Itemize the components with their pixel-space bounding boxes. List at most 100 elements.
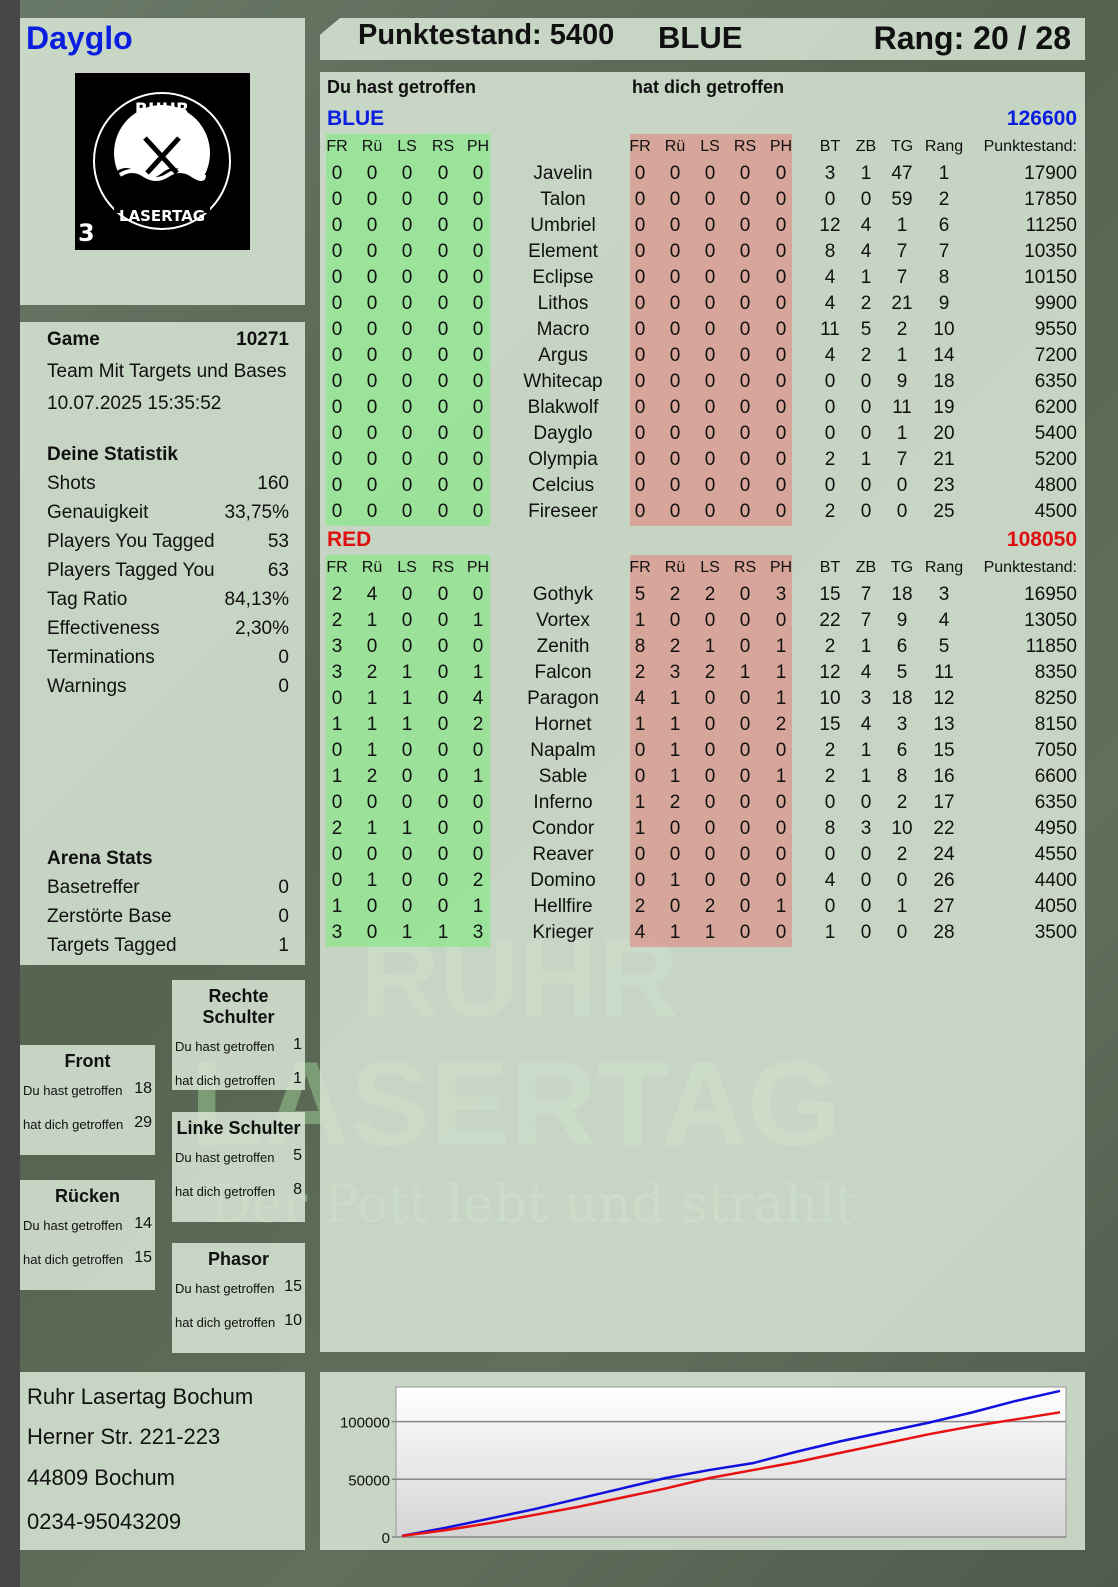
player-row[interactable]: 2 1 1 0 0 0 0 0 1 0 Vortex 22 7 9 4 13050: [320, 610, 1085, 636]
stat-row: Players You Tagged 53: [47, 531, 289, 553]
player-row[interactable]: 0 0 0 0 0 0 0 0 0 0 Macro 11 5 2 10 9550: [320, 319, 1085, 345]
player-rang: 1: [938, 163, 950, 184]
hit-you-Rü: 0: [669, 501, 681, 522]
column-header: PH: [769, 559, 793, 576]
player-rang: 2: [938, 189, 950, 210]
player-row[interactable]: 0 0 0 0 0 0 0 0 0 0 Olympia 2 1 7 21 5200: [320, 449, 1085, 475]
player-name: Vortex: [536, 610, 590, 631]
hit-you-FR: 0: [634, 844, 646, 865]
player-bt: 2: [824, 740, 836, 761]
hit-you-RS: 1: [739, 662, 751, 683]
svg-text:RUHR: RUHR: [135, 100, 189, 120]
player-rang: 3: [938, 584, 950, 605]
player-rang: 14: [933, 345, 955, 366]
player-score: 6350: [1034, 792, 1077, 813]
hit-you-LS: 0: [704, 792, 716, 813]
column-header: FR: [629, 559, 651, 576]
player-row[interactable]: 1 1 1 1 1 0 0 0 2 2 Hornet 15 4 3 13 8150: [320, 714, 1085, 740]
player-row[interactable]: 0 0 1 1 0 0 0 0 0 0 Napalm 2 1 6 15 7050: [320, 740, 1085, 766]
zone-value: 29: [134, 1114, 152, 1131]
hit-you-FR: 0: [634, 241, 646, 262]
you-hit-RS: 0: [437, 267, 449, 288]
player-row[interactable]: 0 1 0 2 0 0 0 0 0 0 Inferno 0 0 2 17 6350: [320, 792, 1085, 818]
hit-you-Rü: 1: [669, 714, 681, 735]
player-row[interactable]: 3 2 2 3 1 2 0 1 1 1 Falcon 12 4 5 11 8350: [320, 662, 1085, 688]
you-hit-FR: 0: [331, 740, 343, 761]
player-row[interactable]: 0 0 0 0 0 0 0 0 0 0 Argus 4 2 1 14 7200: [320, 345, 1085, 371]
zone-you-hit: Du hast getroffen 5: [172, 1147, 305, 1165]
player-tg: 10: [891, 818, 913, 839]
hit-you-PH: 0: [775, 870, 787, 891]
you-hit-Rü: 1: [366, 610, 378, 631]
player-row[interactable]: 0 0 0 0 0 0 0 0 0 0 Element 8 4 7 7 10350: [320, 241, 1085, 267]
arena-title: Arena Stats: [47, 848, 153, 869]
player-row[interactable]: 0 0 0 0 0 0 0 0 0 0 Dayglo 0 0 1 20 5400: [320, 423, 1085, 449]
player-tg: 18: [891, 584, 913, 605]
player-row[interactable]: 0 0 0 0 0 0 0 0 0 0 Eclipse 4 1 7 8 10150: [320, 267, 1085, 293]
stat-value: 0: [278, 676, 289, 697]
player-row[interactable]: 1 2 0 0 0 2 0 0 1 1 Hellfire 0 0 1 27 4050: [320, 896, 1085, 922]
you-hit-LS: 1: [401, 688, 413, 709]
zone-hit-you: hat dich getroffen 15: [20, 1249, 155, 1267]
hit-you-PH: 0: [775, 610, 787, 631]
hit-you-PH: 0: [775, 475, 787, 496]
player-row[interactable]: 0 0 0 0 0 0 0 0 0 0 Whitecap 0 0 9 18 6350: [320, 371, 1085, 397]
you-hit-FR: 3: [331, 922, 343, 943]
player-row[interactable]: 0 4 1 1 1 0 0 0 4 1 Paragon 10 3 18 12 8250: [320, 688, 1085, 714]
player-score: 8250: [1034, 688, 1077, 709]
hit-you-Rü: 1: [669, 766, 681, 787]
player-bt: 3: [824, 163, 836, 184]
player-name: Gothyk: [532, 584, 594, 605]
player-bt: 10: [819, 688, 841, 709]
player-row[interactable]: 0 0 0 0 0 0 0 0 0 0 Blakwolf 0 0 11 19 6200: [320, 397, 1085, 423]
zone-label: hat dich getroffen: [175, 1315, 276, 1330]
player-tg: 3: [896, 714, 908, 735]
player-tg: 2: [896, 792, 908, 813]
hit-you-RS: 0: [739, 371, 751, 392]
player-row[interactable]: 0 0 0 0 0 0 0 0 0 0 Lithos 4 2 21 9 9900: [320, 293, 1085, 319]
player-tg: 5: [896, 662, 908, 683]
player-bt: 8: [824, 241, 836, 262]
player-row[interactable]: 2 1 1 0 1 0 0 0 0 0 Condor 8 3 10 22 4950: [320, 818, 1085, 844]
hit-you-PH: 0: [775, 215, 787, 236]
player-row[interactable]: 0 0 0 0 0 0 0 0 0 0 Javelin 3 1 47 1 17900: [320, 163, 1085, 189]
you-hit-RS: 0: [437, 766, 449, 787]
hit-you-FR: 0: [634, 163, 646, 184]
column-header: RS: [431, 138, 455, 155]
player-tg: 7: [896, 449, 908, 470]
hit-you-PH: 0: [775, 449, 787, 470]
stat-value: 33,75%: [224, 502, 289, 523]
player-row[interactable]: 3 4 0 1 1 1 1 0 3 0 Krieger 1 0 0 28 3500: [320, 922, 1085, 948]
player-row[interactable]: 0 0 0 0 0 0 0 0 0 0 Talon 0 0 59 2 17850: [320, 189, 1085, 215]
zone-label: Du hast getroffen: [23, 1083, 123, 1098]
player-tg: 7: [896, 241, 908, 262]
player-row[interactable]: 3 8 0 2 0 1 0 0 0 1 Zenith 2 1 6 5 11850: [320, 636, 1085, 662]
column-header: PH: [466, 559, 490, 576]
player-row[interactable]: 1 0 2 1 0 0 0 0 1 1 Sable 2 1 8 16 6600: [320, 766, 1085, 792]
you-hit-FR: 0: [331, 293, 343, 314]
player-row[interactable]: 2 5 4 2 0 2 0 0 0 3 Gothyk 15 7 18 3 16950: [320, 584, 1085, 610]
hit-you-LS: 0: [704, 319, 716, 340]
hit-you-PH: 0: [775, 792, 787, 813]
player-row[interactable]: 0 0 0 0 0 0 0 0 0 0 Reaver 0 0 2 24 4550: [320, 844, 1085, 870]
player-bt: 2: [824, 449, 836, 470]
player-zb: 1: [860, 636, 872, 657]
player-row[interactable]: 0 0 0 0 0 0 0 0 0 0 Celcius 0 0 0 23 4800: [320, 475, 1085, 501]
you-hit-LS: 0: [401, 475, 413, 496]
player-rang: 9: [938, 293, 950, 314]
stat-value: 63: [267, 560, 289, 581]
hit-you-Rü: 0: [669, 449, 681, 470]
column-header: PH: [466, 138, 490, 155]
zone-label: hat dich getroffen: [175, 1073, 276, 1088]
player-row[interactable]: 0 0 1 1 0 0 0 0 2 0 Domino 4 0 0 26 4400: [320, 870, 1085, 896]
player-bt: 4: [824, 267, 836, 288]
you-hit-Rü: 0: [366, 449, 378, 470]
player-row[interactable]: 0 0 0 0 0 0 0 0 0 0 Fireseer 2 0 0 25 4500: [320, 501, 1085, 527]
player-row[interactable]: 0 0 0 0 0 0 0 0 0 0 Umbriel 12 4 1 6 11250: [320, 215, 1085, 241]
y-tick-label: 100000: [340, 1415, 390, 1432]
hit-you-Rü: 0: [669, 896, 681, 917]
column-header: Rü: [361, 559, 383, 576]
hit-you-Rü: 0: [669, 610, 681, 631]
player-name: Falcon: [534, 662, 592, 683]
stat-label: Warnings: [47, 676, 127, 697]
